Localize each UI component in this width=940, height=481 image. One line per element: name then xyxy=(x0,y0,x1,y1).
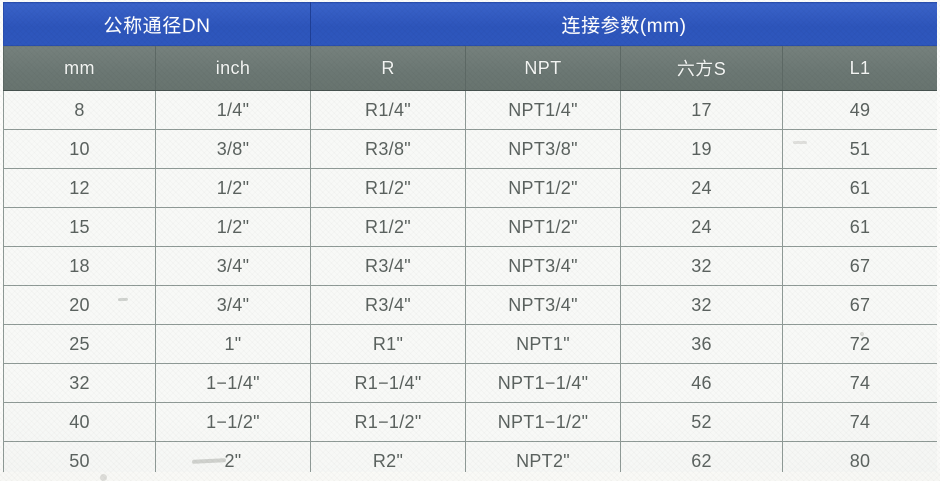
cell-hex-s: 24 xyxy=(620,168,784,208)
cell-r: R1−1/2" xyxy=(310,402,467,442)
cell-l1: 61 xyxy=(782,207,939,247)
group-header-connection-parameters: 连接参数(mm) xyxy=(310,2,939,46)
cell-npt: NPT1" xyxy=(465,324,622,364)
cell-hex-s: 32 xyxy=(620,285,784,325)
table-row: 10 3/8" R3/8" NPT3/8" 19 51 xyxy=(3,129,939,169)
group-header-row: 公称通径DN 连接参数(mm) xyxy=(2,2,939,46)
cell-mm: 40 xyxy=(3,402,156,442)
cell-hex-s: 52 xyxy=(620,402,784,442)
cell-hex-s: 19 xyxy=(620,129,784,169)
cell-npt: NPT1−1/4" xyxy=(465,363,622,403)
cell-inch: 1" xyxy=(154,324,312,364)
column-header-r: R xyxy=(310,45,467,91)
cell-r: R1" xyxy=(310,324,467,364)
cell-hex-s: 17 xyxy=(620,90,784,130)
table-row: 20 3/4" R3/4" NPT3/4" 32 67 xyxy=(3,285,939,325)
cell-inch: 1−1/2" xyxy=(154,402,312,442)
table-row: 18 3/4" R3/4" NPT3/4" 32 67 xyxy=(3,246,939,286)
cell-l1: 67 xyxy=(782,246,939,286)
cell-npt: NPT3/8" xyxy=(465,129,622,169)
cell-mm: 32 xyxy=(3,363,156,403)
cell-inch: 3/4" xyxy=(154,285,312,325)
page-bottom-margin xyxy=(0,472,940,481)
table-row: 8 1/4" R1/4" NPT1/4" 17 49 xyxy=(3,90,939,130)
table-row: 32 1−1/4" R1−1/4" NPT1−1/4" 46 74 xyxy=(3,363,939,403)
cell-l1: 61 xyxy=(782,168,939,208)
cell-mm: 15 xyxy=(3,207,156,247)
cell-mm: 20 xyxy=(3,285,156,325)
table-row: 25 1" R1" NPT1" 36 72 xyxy=(3,324,939,364)
cell-mm: 10 xyxy=(3,129,156,169)
cell-npt: NPT1/4" xyxy=(465,90,622,130)
cell-l1: 74 xyxy=(782,402,939,442)
column-header-row: mm inch R NPT 六方S L1 xyxy=(3,45,939,91)
group-header-nominal-diameter: 公称通径DN xyxy=(2,2,312,46)
cell-hex-s: 24 xyxy=(620,207,784,247)
cell-r: R1/4" xyxy=(310,90,467,130)
cell-inch: 3/4" xyxy=(154,246,312,286)
table-row: 12 1/2" R1/2" NPT1/2" 24 61 xyxy=(3,168,939,208)
page-right-margin xyxy=(937,0,940,481)
cell-l1: 49 xyxy=(782,90,939,130)
cell-hex-s: 36 xyxy=(620,324,784,364)
cell-r: R3/4" xyxy=(310,246,467,286)
table-row: 40 1−1/2" R1−1/2" NPT1−1/2" 52 74 xyxy=(3,402,939,442)
cell-inch: 1/2" xyxy=(154,168,312,208)
cell-npt: NPT3/4" xyxy=(465,246,622,286)
cell-mm: 12 xyxy=(3,168,156,208)
column-header-hex-s: 六方S xyxy=(620,45,784,91)
cell-r: R1−1/4" xyxy=(310,363,467,403)
cell-l1: 74 xyxy=(782,363,939,403)
cell-l1: 67 xyxy=(782,285,939,325)
page-left-margin xyxy=(0,0,3,481)
cell-hex-s: 46 xyxy=(620,363,784,403)
column-header-npt: NPT xyxy=(465,45,622,91)
cell-mm: 8 xyxy=(3,90,156,130)
cell-inch: 3/8" xyxy=(154,129,312,169)
cell-npt: NPT1/2" xyxy=(465,168,622,208)
cell-inch: 1/4" xyxy=(154,90,312,130)
column-header-mm: mm xyxy=(3,45,156,91)
cell-inch: 1−1/4" xyxy=(154,363,312,403)
column-header-l1: L1 xyxy=(782,45,939,91)
cell-npt: NPT3/4" xyxy=(465,285,622,325)
cell-l1: 72 xyxy=(782,324,939,364)
table-body: 8 1/4" R1/4" NPT1/4" 17 49 10 3/8" R3/8"… xyxy=(3,90,939,481)
table-row: 15 1/2" R1/2" NPT1/2" 24 61 xyxy=(3,207,939,247)
cell-inch: 1/2" xyxy=(154,207,312,247)
table-head: 公称通径DN 连接参数(mm) mm inch R NPT 六方S L1 xyxy=(2,2,939,91)
cell-l1: 51 xyxy=(782,129,939,169)
cell-r: R1/2" xyxy=(310,168,467,208)
column-header-inch: inch xyxy=(154,45,312,91)
cell-r: R1/2" xyxy=(310,207,467,247)
cell-npt: NPT1−1/2" xyxy=(465,402,622,442)
cell-r: R3/8" xyxy=(310,129,467,169)
cell-hex-s: 32 xyxy=(620,246,784,286)
cell-r: R3/4" xyxy=(310,285,467,325)
cell-mm: 18 xyxy=(3,246,156,286)
cell-npt: NPT1/2" xyxy=(465,207,622,247)
cell-mm: 25 xyxy=(3,324,156,364)
